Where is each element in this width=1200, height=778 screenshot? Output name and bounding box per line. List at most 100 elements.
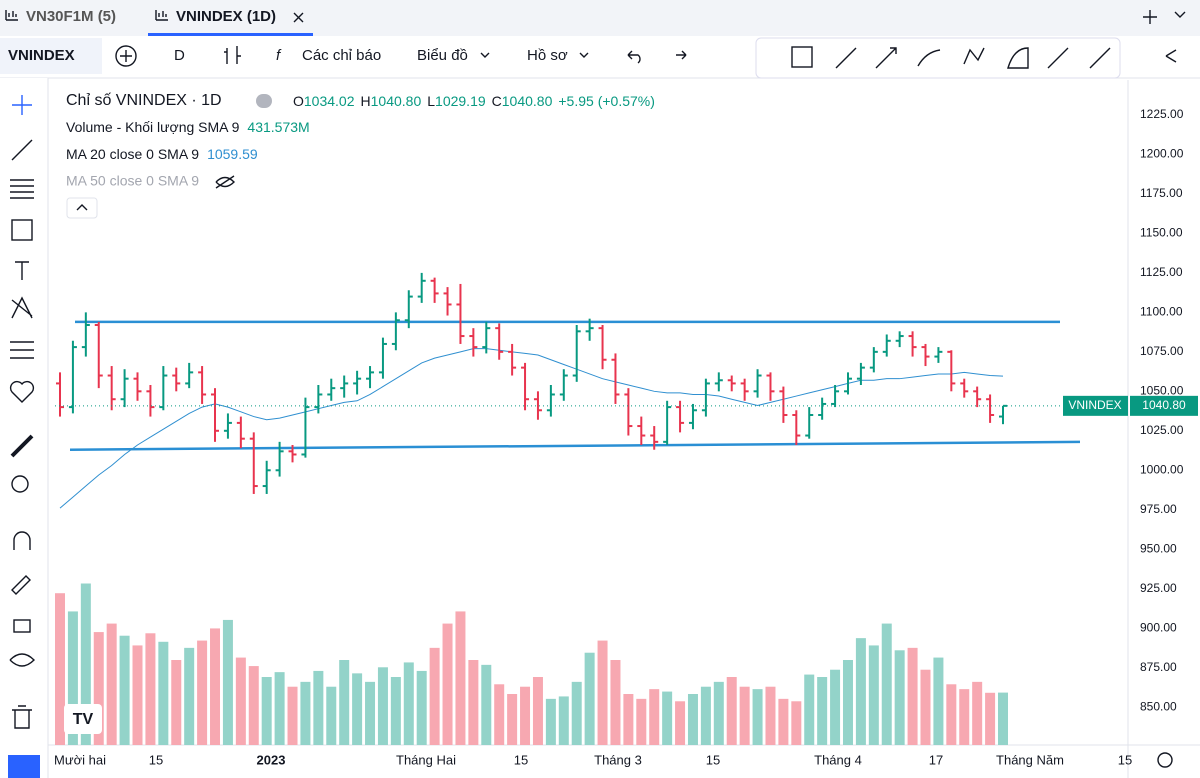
volume-bar — [532, 677, 543, 745]
volume-bar — [287, 686, 298, 745]
chart-button[interactable]: Biểu đồ — [417, 47, 468, 64]
add-tab[interactable] — [1143, 10, 1157, 24]
legend-open: 1034.02 — [304, 93, 355, 109]
x-tick-label: 17 — [929, 752, 943, 767]
volume-bar — [571, 681, 582, 745]
pattern-tool[interactable] — [963, 47, 985, 65]
prediction-tool[interactable] — [10, 341, 34, 359]
shape-tool[interactable] — [1007, 47, 1029, 69]
volume-bar — [339, 660, 350, 745]
tab-menu[interactable] — [1174, 11, 1186, 18]
hidden-icon[interactable] — [215, 175, 235, 189]
volume-bar — [558, 696, 569, 745]
price-tag-box — [1130, 395, 1198, 416]
profile-button[interactable]: Hồ sơ — [527, 47, 568, 64]
y-tick-label: 1000.00 — [1140, 462, 1184, 476]
volume-bar — [739, 686, 750, 745]
drawing-tools — [791, 46, 1177, 69]
visibility[interactable] — [9, 653, 35, 667]
legend-low: 1029.19 — [435, 93, 486, 109]
favorites-star[interactable] — [8, 755, 40, 778]
volume-bar — [985, 692, 996, 745]
volume-bar — [158, 641, 169, 745]
legend: Chỉ số VNINDEX · 1D O1034.02 H1040.80 L102… — [66, 92, 655, 219]
y-tick-label: 1200.00 — [1140, 147, 1184, 161]
volume-bar — [610, 660, 621, 745]
lock[interactable] — [13, 619, 31, 633]
symbol-box[interactable] — [0, 38, 102, 74]
volume-bar — [390, 677, 401, 745]
magnet[interactable] — [13, 531, 31, 550]
tv-logo[interactable] — [64, 704, 102, 734]
volume-bar — [442, 623, 453, 745]
volume-bar — [197, 640, 208, 745]
volume-bar — [959, 689, 970, 745]
volume-bar — [210, 628, 221, 745]
y-tick-label: 950.00 — [1140, 541, 1177, 555]
brush-tool[interactable] — [917, 49, 941, 67]
share[interactable] — [1165, 49, 1177, 63]
legend-o: O — [293, 93, 304, 109]
volume-bar — [481, 664, 492, 745]
y-tick-label: 1025.00 — [1140, 423, 1184, 437]
text-tool[interactable] — [15, 261, 29, 280]
ray-tool[interactable] — [1047, 47, 1069, 69]
volume-bar — [894, 650, 905, 745]
left-toolbar — [0, 78, 48, 778]
zoom[interactable] — [11, 475, 29, 493]
fib-tool[interactable] — [10, 179, 34, 199]
redo[interactable] — [676, 50, 687, 60]
collapse-legend[interactable] — [66, 197, 98, 219]
x-tick-label: 2023 — [257, 752, 286, 767]
volume-name: Volume - Khối lượng SMA 9 — [66, 119, 240, 135]
favorites[interactable] — [9, 380, 35, 403]
dropdown-arrow — [480, 52, 490, 58]
undo[interactable] — [627, 50, 641, 64]
crosshair[interactable] — [12, 95, 32, 115]
legend-l: L — [427, 93, 435, 109]
dropdown-arrow — [579, 52, 589, 58]
line-tool[interactable] — [835, 47, 857, 69]
compare-button[interactable] — [115, 45, 137, 67]
indicators-button[interactable]: Các chỉ báo — [302, 47, 381, 64]
volume-bar — [946, 684, 957, 745]
symbol[interactable]: VNINDEX — [8, 47, 75, 64]
settings[interactable] — [1157, 752, 1173, 768]
plot — [55, 272, 1128, 745]
volume-bar — [352, 673, 363, 745]
drawing-toolbar — [755, 37, 1121, 79]
arrow-tool[interactable] — [875, 47, 897, 69]
trash[interactable] — [12, 705, 32, 729]
volume-bar — [687, 694, 698, 745]
ma20-line — [59, 348, 1004, 509]
close-tab[interactable] — [293, 12, 304, 23]
trend-tool[interactable] — [11, 139, 33, 161]
tab[interactable]: VN30F1M (5) — [26, 8, 116, 25]
volume-bar — [972, 681, 983, 745]
volume-bar — [145, 633, 156, 745]
volume-bar — [222, 619, 233, 745]
lock-drawing[interactable] — [11, 575, 31, 595]
volume-bar — [468, 660, 479, 745]
extended-line-tool[interactable] — [1089, 47, 1111, 69]
volume-bar — [67, 611, 78, 745]
volume-bar — [507, 694, 518, 745]
interval[interactable]: D — [174, 47, 185, 64]
measure[interactable] — [10, 434, 34, 458]
volume-bar — [933, 657, 944, 745]
shape-tool[interactable] — [11, 219, 33, 241]
rect-tool[interactable] — [791, 46, 813, 68]
volume-bar — [171, 660, 182, 745]
legend-toggle[interactable] — [256, 94, 272, 108]
volume-bar — [377, 667, 388, 745]
tab[interactable]: VNINDEX (1D) — [176, 8, 276, 25]
volume-bar — [235, 657, 246, 745]
tab-icon — [5, 10, 18, 21]
volume-bar — [313, 670, 324, 745]
x-tick-label: 15 — [514, 752, 528, 767]
bar-style-button[interactable] — [224, 46, 241, 64]
pattern-tool[interactable] — [11, 296, 33, 319]
volume-bar — [700, 686, 711, 745]
volume-bar — [93, 632, 104, 745]
